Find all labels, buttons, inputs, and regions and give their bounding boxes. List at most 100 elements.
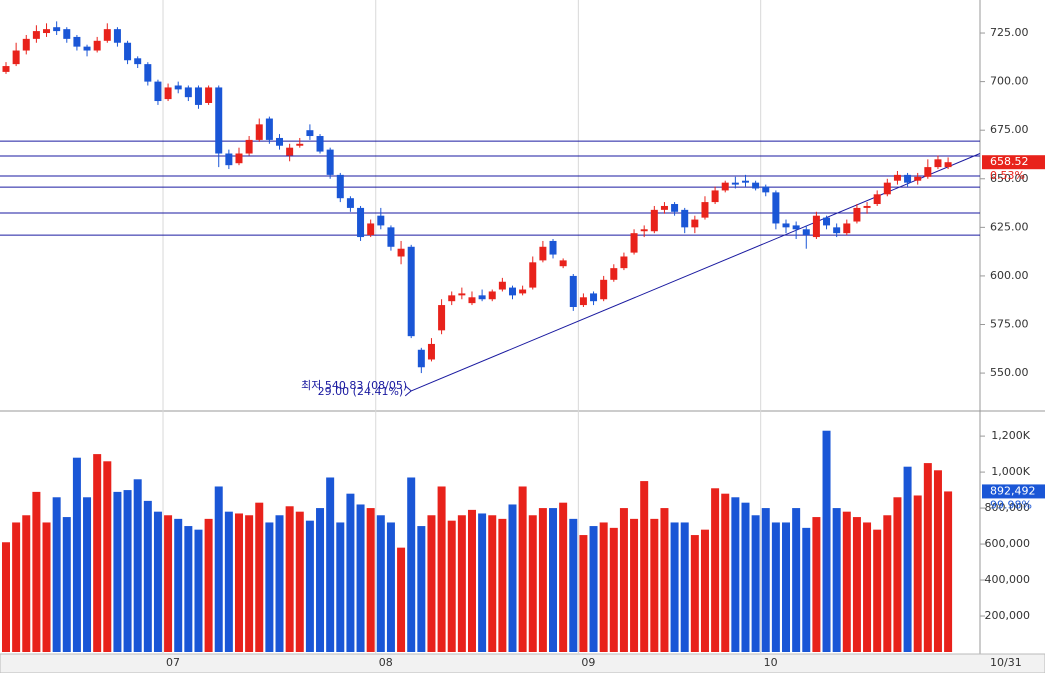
volume-bar: [933, 470, 942, 652]
candle-body: [509, 287, 516, 296]
volume-bar: [721, 493, 730, 652]
candle-body: [367, 223, 375, 236]
candle-body: [833, 227, 841, 234]
volume-bar: [883, 515, 892, 652]
y-tick-label: 700.00: [990, 75, 1029, 88]
candle-body: [853, 207, 861, 222]
volume-bar: [538, 508, 547, 652]
volume-bar: [234, 513, 243, 652]
volume-bar: [245, 515, 254, 652]
volume-bar: [275, 515, 284, 652]
volume-tick-label: 600,000: [985, 537, 1031, 550]
candle-body: [194, 87, 202, 105]
low-annotation: 최저 540.83 (08/05): [301, 379, 407, 392]
candle-body: [22, 38, 30, 51]
volume-bar: [83, 497, 92, 652]
candle-body: [225, 153, 233, 166]
volume-tick-label: 200,000: [985, 609, 1031, 622]
candle-body: [43, 29, 51, 34]
last-price-label: 658.52: [990, 155, 1029, 168]
volume-bar: [923, 463, 932, 652]
volume-tick-label: 800,000: [985, 501, 1031, 514]
volume-bar: [153, 511, 162, 652]
y-tick-label: 675.00: [990, 123, 1029, 136]
volume-bar: [22, 515, 31, 652]
volume-bar: [326, 477, 335, 652]
volume-bar: [670, 522, 679, 652]
candle-body: [93, 40, 101, 51]
volume-bar: [873, 529, 882, 652]
candle-body: [53, 27, 61, 32]
volume-bar: [113, 491, 122, 652]
volume-bar: [690, 535, 699, 652]
volume-bar: [2, 542, 10, 652]
candle-body: [286, 147, 294, 156]
volume-bar: [680, 522, 689, 652]
candle-body: [498, 281, 506, 290]
x-tick-label: 07: [166, 656, 180, 669]
candle-body: [731, 182, 739, 185]
volume-bar: [569, 518, 578, 652]
candle-body: [255, 124, 263, 140]
candle-body: [12, 50, 20, 65]
candle-body: [721, 182, 729, 191]
candle-body: [934, 159, 942, 168]
volume-bar: [812, 517, 821, 652]
candle-body: [904, 174, 912, 183]
candle-body: [438, 305, 446, 331]
x-tick-label: 10: [764, 656, 778, 669]
candle-body: [873, 194, 881, 205]
candle-body: [144, 64, 152, 82]
candle-body: [346, 198, 354, 208]
candle-body: [802, 229, 810, 236]
volume-bar: [852, 517, 861, 652]
volume-bar: [194, 529, 203, 652]
volume-bar: [619, 508, 628, 652]
candle-body: [782, 223, 790, 228]
volume-bar: [488, 515, 497, 652]
volume-bar: [944, 491, 953, 652]
volume-bar: [224, 511, 233, 652]
volume-bar: [498, 518, 507, 652]
volume-bar: [12, 522, 21, 652]
volume-bar: [72, 457, 81, 652]
candle-body: [539, 246, 547, 261]
candle-body: [549, 240, 557, 255]
candle-body: [772, 192, 780, 224]
volume-bar: [782, 522, 791, 652]
candle-body: [559, 260, 567, 267]
volume-bar: [741, 502, 750, 652]
volume-bar: [478, 513, 487, 652]
volume-bar: [457, 515, 466, 652]
volume-tick-label: 400,000: [985, 573, 1031, 586]
candle-body: [245, 139, 253, 154]
volume-bar: [447, 520, 456, 652]
volume-bar: [164, 515, 173, 652]
volume-bar: [640, 481, 649, 652]
y-tick-label: 600.00: [990, 269, 1029, 282]
volume-bar: [842, 511, 851, 652]
volume-bar: [467, 509, 476, 652]
candle-body: [529, 262, 537, 288]
volume-bar: [437, 486, 446, 652]
end-date-label: 10/31: [990, 656, 1022, 669]
x-tick-label: 09: [581, 656, 595, 669]
candle-body: [357, 207, 365, 238]
candle-body: [306, 130, 314, 137]
volume-tick-label: 1,000K: [991, 465, 1030, 478]
candle-body: [488, 291, 496, 300]
candle-body: [569, 275, 577, 308]
volume-bar: [700, 529, 709, 652]
candle-body: [590, 293, 598, 302]
candle-body: [32, 31, 40, 39]
candle-body: [630, 233, 638, 253]
candle-body: [326, 149, 334, 175]
y-tick-label: 575.00: [990, 318, 1029, 331]
volume-bar: [133, 479, 142, 652]
candle-body: [762, 186, 770, 193]
volume-bar: [822, 430, 831, 652]
x-tick-label: 08: [379, 656, 393, 669]
last-volume-label: 892,492: [990, 484, 1036, 497]
candle-body: [600, 279, 608, 300]
volume-bar: [802, 527, 811, 652]
